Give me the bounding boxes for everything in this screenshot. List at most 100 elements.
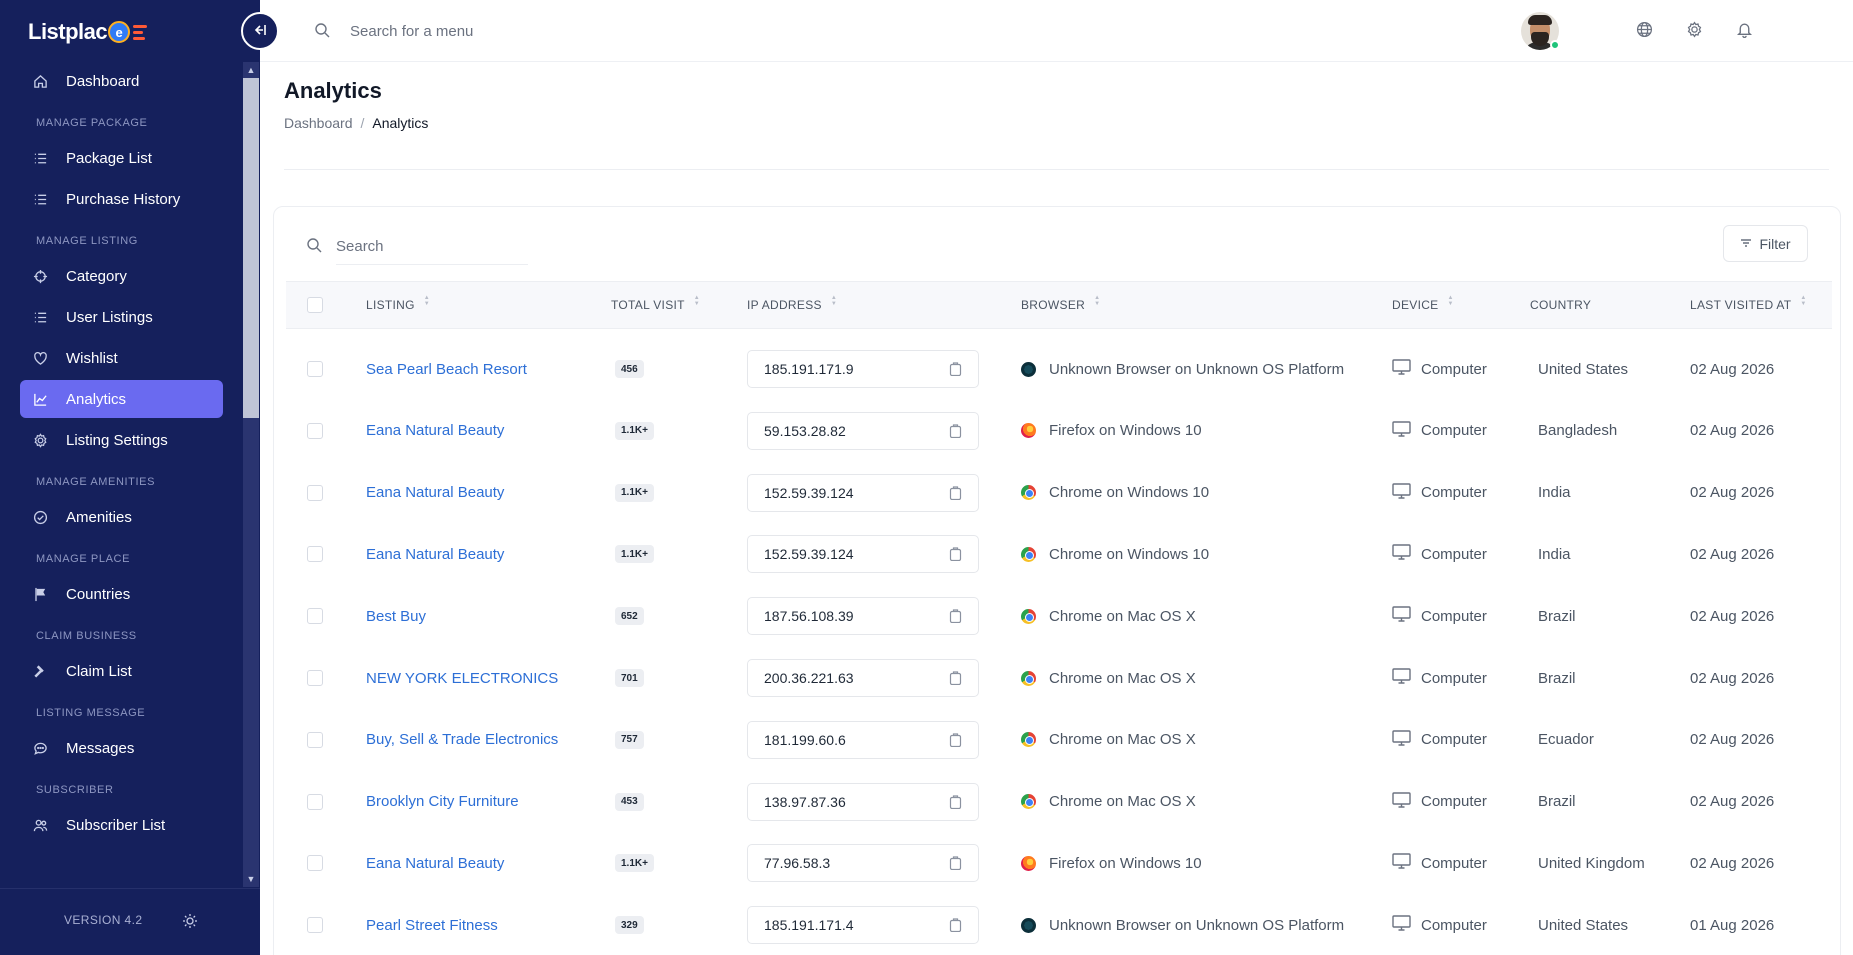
- sort-icon[interactable]: ▲ ▼: [1094, 295, 1101, 307]
- ip-address-box: 152.59.39.124: [747, 535, 979, 574]
- copy-icon[interactable]: [949, 671, 962, 688]
- sidebar-item-label: Purchase History: [66, 190, 181, 208]
- listing-link[interactable]: Sea Pearl Beach Resort: [366, 360, 527, 378]
- copy-icon[interactable]: [949, 856, 962, 873]
- scroll-up-icon[interactable]: ▲: [246, 65, 256, 75]
- browser-value: Chrome on Windows 10: [1049, 484, 1210, 502]
- sidebar-item-category[interactable]: Category: [20, 257, 223, 295]
- sort-icon[interactable]: ▲ ▼: [830, 295, 838, 307]
- sidebar-scrollbar[interactable]: ▲ ▼: [243, 62, 259, 887]
- chrome-browser-icon: [1021, 546, 1036, 562]
- heart-icon: [32, 350, 48, 366]
- sidebar-item-subscriber-list[interactable]: Subscriber List: [20, 806, 223, 844]
- chart-line-icon: [32, 391, 48, 407]
- copy-icon[interactable]: [949, 485, 962, 503]
- select-all-checkbox[interactable]: [307, 297, 323, 313]
- listing-link[interactable]: Buy, Sell & Trade Electronics: [366, 731, 559, 749]
- user-avatar[interactable]: [1521, 12, 1559, 50]
- avatar-hair: [1528, 15, 1552, 25]
- listing-link[interactable]: Eana Natural Beauty: [366, 484, 505, 502]
- sidebar-item-amenities[interactable]: Amenities: [20, 498, 223, 536]
- sort-icon[interactable]: ▲ ▼: [1800, 295, 1807, 307]
- menu-search-input[interactable]: [350, 16, 750, 46]
- copy-icon[interactable]: [949, 424, 962, 441]
- sort-icon[interactable]: ▲ ▼: [423, 295, 431, 307]
- row-checkbox[interactable]: [307, 793, 323, 810]
- search-icon: [314, 22, 330, 43]
- copy-icon[interactable]: [949, 733, 962, 750]
- column-header-browser[interactable]: BROWSER ▲ ▼: [1021, 282, 1100, 328]
- monitor-icon: [1392, 421, 1411, 441]
- row-checkbox[interactable]: [307, 917, 323, 934]
- list-icon: [32, 191, 48, 207]
- copy-icon[interactable]: [949, 609, 962, 626]
- unknown-browser-icon: [1021, 361, 1036, 377]
- listing-link[interactable]: Best Buy: [366, 607, 427, 625]
- sidebar-item-wishlist[interactable]: Wishlist: [20, 339, 223, 377]
- breadcrumb: Dashboard / Analytics: [284, 115, 428, 131]
- breadcrumb-dashboard-link[interactable]: Dashboard: [284, 115, 353, 131]
- scroll-down-icon[interactable]: ▼: [246, 874, 256, 884]
- row-checkbox[interactable]: [307, 608, 323, 625]
- row-checkbox[interactable]: [307, 361, 323, 377]
- row-checkbox[interactable]: [307, 855, 323, 872]
- table-row: NEW YORK ELECTRONICS 701 200.36.221.63 Chro…: [286, 647, 1832, 709]
- listing-link[interactable]: Pearl Street Fitness: [366, 916, 498, 934]
- sidebar-item-messages[interactable]: Messages: [20, 729, 223, 767]
- listing-link[interactable]: NEW YORK ELECTRONICS: [366, 669, 559, 687]
- visit-count-badge: 757: [615, 730, 644, 749]
- filter-button[interactable]: Filter: [1723, 225, 1808, 262]
- ip-address-value: 59.153.28.82: [764, 422, 846, 439]
- unknown-browser-icon: [1021, 917, 1036, 933]
- sidebar-item-dashboard[interactable]: Dashboard: [20, 62, 223, 100]
- copy-icon[interactable]: [949, 794, 962, 812]
- monitor-icon: [1392, 668, 1411, 688]
- device-value: Computer: [1421, 422, 1487, 440]
- sidebar-item-claim-list[interactable]: Claim List: [20, 652, 223, 690]
- sort-icon[interactable]: ▲ ▼: [1447, 295, 1454, 307]
- listing-link[interactable]: Eana Natural Beauty: [366, 854, 505, 872]
- row-checkbox[interactable]: [307, 731, 323, 748]
- brand-logo[interactable]: Listplac e: [28, 18, 148, 46]
- column-header-ip-address[interactable]: IP ADDRESS ▲ ▼: [747, 282, 837, 328]
- last-visited-value: 02 Aug 2026: [1690, 731, 1775, 749]
- monitor-icon: [1392, 853, 1411, 873]
- row-checkbox[interactable]: [307, 670, 323, 686]
- firefox-browser-icon: [1021, 855, 1036, 871]
- column-header-total-visit[interactable]: TOTAL VISIT ▲ ▼: [611, 282, 700, 328]
- sidebar-item-label: Package List: [66, 149, 152, 167]
- row-checkbox[interactable]: [307, 546, 323, 563]
- copy-icon[interactable]: [949, 547, 962, 564]
- listing-link[interactable]: Brooklyn City Furniture: [366, 793, 519, 811]
- visit-count-badge: 1.1K+: [615, 421, 654, 440]
- sidebar-item-user-listings[interactable]: User Listings: [20, 298, 223, 336]
- copy-icon[interactable]: [949, 918, 962, 935]
- sidebar-item-analytics[interactable]: Analytics: [20, 380, 223, 418]
- sort-icon[interactable]: ▲ ▼: [693, 295, 701, 307]
- column-header-device[interactable]: DEVICE ▲ ▼: [1392, 282, 1454, 328]
- sidebar-item-countries[interactable]: Countries: [20, 575, 223, 613]
- copy-icon[interactable]: [949, 362, 962, 379]
- ip-address-box: 59.153.28.82: [747, 411, 979, 450]
- sidebar-item-package-list[interactable]: Package List: [20, 139, 223, 177]
- column-header-listing[interactable]: LISTING ▲ ▼: [366, 282, 430, 328]
- column-header-last-visited[interactable]: LAST VISITED AT ▲ ▼: [1690, 282, 1807, 328]
- bell-icon[interactable]: [1736, 21, 1753, 43]
- sidebar-scrollbar-thumb[interactable]: [243, 78, 259, 418]
- row-checkbox[interactable]: [307, 422, 323, 439]
- monitor-icon: [1392, 544, 1411, 564]
- listing-link[interactable]: Eana Natural Beauty: [366, 422, 505, 440]
- sidebar-collapse-button[interactable]: [241, 12, 279, 50]
- row-checkbox[interactable]: [307, 484, 323, 501]
- table-search-input[interactable]: [336, 229, 528, 265]
- listing-link[interactable]: Eana Natural Beauty: [366, 545, 505, 563]
- gear-icon[interactable]: [1686, 21, 1703, 43]
- sidebar-item-purchase-history[interactable]: Purchase History: [20, 180, 223, 218]
- device-value: Computer: [1421, 731, 1487, 749]
- sun-icon[interactable]: [182, 913, 198, 934]
- globe-icon[interactable]: [1636, 21, 1653, 43]
- last-visited-value: 02 Aug 2026: [1690, 793, 1775, 811]
- sidebar-item-listing-settings[interactable]: Listing Settings: [20, 421, 223, 459]
- browser-value: Chrome on Mac OS X: [1049, 793, 1196, 811]
- last-visited-value: 02 Aug 2026: [1690, 669, 1775, 687]
